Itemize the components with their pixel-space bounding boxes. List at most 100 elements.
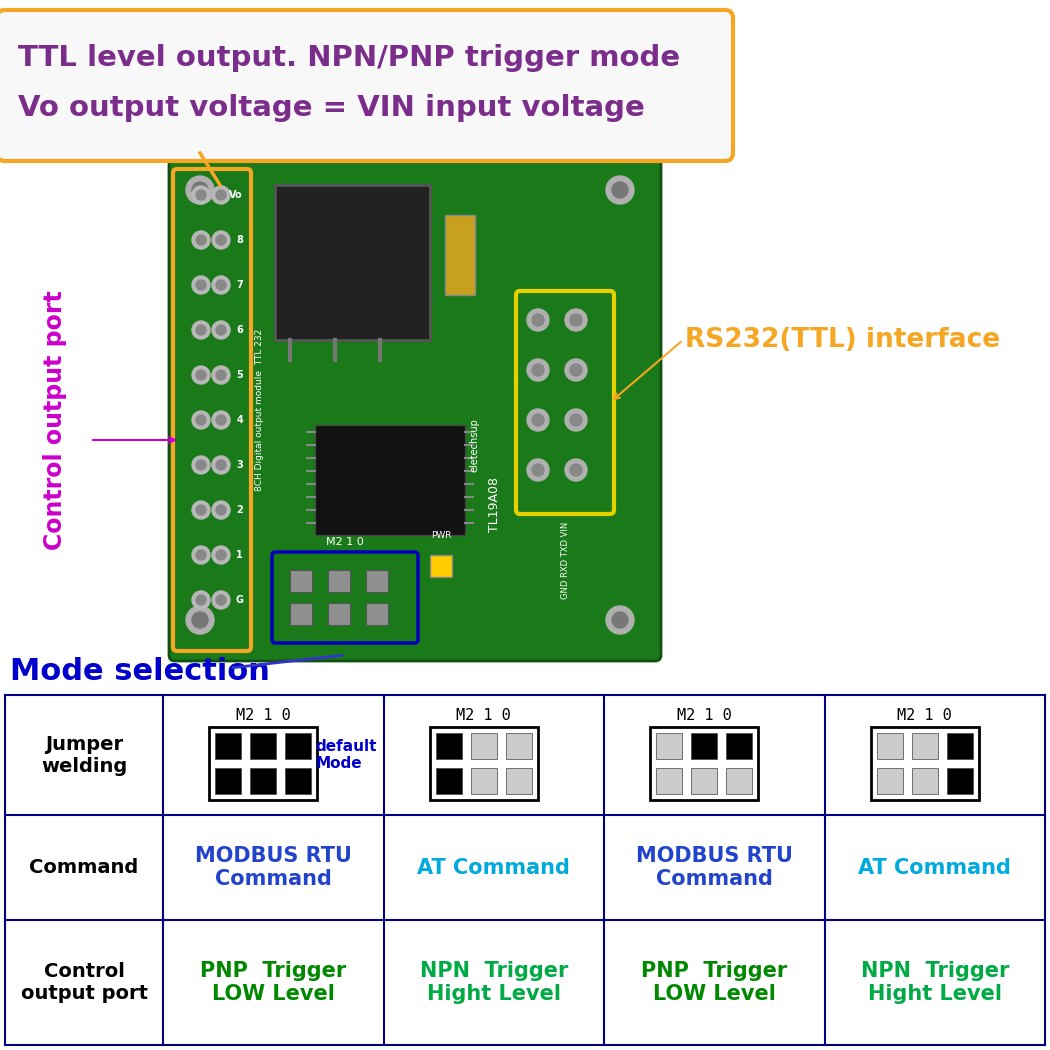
Bar <box>215 768 242 794</box>
Text: Vo output voltage = VIN input voltage: Vo output voltage = VIN input voltage <box>18 94 645 122</box>
Text: Control
output port: Control output port <box>21 962 148 1003</box>
Circle shape <box>192 456 210 474</box>
Text: 4: 4 <box>236 415 243 425</box>
Text: 8: 8 <box>236 235 243 245</box>
Text: Jumper
welding: Jumper welding <box>41 735 127 776</box>
Circle shape <box>532 414 544 426</box>
Text: AT Command: AT Command <box>858 858 1011 878</box>
Text: RS232(TTL) interface: RS232(TTL) interface <box>685 327 1000 353</box>
Bar <box>328 603 350 625</box>
Circle shape <box>565 309 587 331</box>
Circle shape <box>196 190 206 200</box>
Circle shape <box>216 505 226 514</box>
Bar <box>506 733 531 758</box>
Text: M2 1 0: M2 1 0 <box>898 708 952 722</box>
Circle shape <box>192 501 210 519</box>
Circle shape <box>196 326 206 335</box>
Circle shape <box>192 321 210 339</box>
Text: NPN  Trigger
Hight Level: NPN Trigger Hight Level <box>420 961 568 1004</box>
Text: NPN  Trigger
Hight Level: NPN Trigger Hight Level <box>861 961 1009 1004</box>
Text: TL19A08: TL19A08 <box>488 478 502 532</box>
Text: default
Mode: default Mode <box>315 739 377 771</box>
Bar <box>315 425 465 536</box>
Bar <box>727 768 752 794</box>
Circle shape <box>532 314 544 326</box>
Bar <box>870 727 979 799</box>
Circle shape <box>565 359 587 381</box>
FancyBboxPatch shape <box>0 10 733 161</box>
Circle shape <box>196 280 206 290</box>
Circle shape <box>212 321 230 339</box>
Text: AT Command: AT Command <box>417 858 570 878</box>
Bar <box>290 603 312 625</box>
Bar <box>650 727 758 799</box>
Bar <box>290 570 312 592</box>
Circle shape <box>192 612 208 628</box>
Text: PNP  Trigger
LOW Level: PNP Trigger LOW Level <box>201 961 346 1004</box>
Bar <box>366 570 388 592</box>
Circle shape <box>527 459 549 481</box>
Text: M2 1 0: M2 1 0 <box>457 708 511 722</box>
Bar <box>215 733 242 758</box>
Text: 2: 2 <box>236 505 243 514</box>
Bar <box>947 768 972 794</box>
Circle shape <box>565 410 587 430</box>
Bar <box>445 215 475 295</box>
Text: 1: 1 <box>236 550 243 560</box>
Bar <box>250 768 276 794</box>
Text: PWR: PWR <box>430 531 452 540</box>
Bar <box>430 555 452 578</box>
Circle shape <box>212 411 230 429</box>
Circle shape <box>186 606 214 634</box>
Bar <box>691 733 717 758</box>
Bar <box>470 768 497 794</box>
Circle shape <box>216 190 226 200</box>
Bar <box>250 733 276 758</box>
Bar <box>877 733 903 758</box>
Bar <box>5 695 1045 1045</box>
Circle shape <box>532 364 544 376</box>
Text: 7: 7 <box>236 280 243 290</box>
Bar <box>506 768 531 794</box>
Text: M2 1 0: M2 1 0 <box>327 537 364 547</box>
Circle shape <box>570 414 582 426</box>
Circle shape <box>527 359 549 381</box>
Circle shape <box>192 546 210 564</box>
Bar <box>656 768 682 794</box>
Circle shape <box>606 606 634 634</box>
Text: Mode selection: Mode selection <box>10 657 270 687</box>
Circle shape <box>212 276 230 294</box>
Bar <box>286 768 311 794</box>
Text: TTL level output. NPN/PNP trigger mode: TTL level output. NPN/PNP trigger mode <box>18 44 680 72</box>
Circle shape <box>192 231 210 249</box>
Text: 6: 6 <box>236 326 243 335</box>
Text: G: G <box>235 595 243 605</box>
Bar <box>286 733 311 758</box>
Bar <box>877 768 903 794</box>
Circle shape <box>606 176 634 204</box>
Text: 3: 3 <box>236 460 243 470</box>
Circle shape <box>196 595 206 605</box>
Bar <box>727 733 752 758</box>
Bar <box>911 768 938 794</box>
Circle shape <box>212 591 230 609</box>
Circle shape <box>196 415 206 425</box>
Bar <box>429 727 538 799</box>
Bar <box>656 733 682 758</box>
Circle shape <box>192 366 210 384</box>
Circle shape <box>212 456 230 474</box>
Circle shape <box>216 415 226 425</box>
Text: PNP  Trigger
LOW Level: PNP Trigger LOW Level <box>642 961 788 1004</box>
Circle shape <box>196 370 206 380</box>
Bar <box>911 733 938 758</box>
Circle shape <box>216 280 226 290</box>
Circle shape <box>212 186 230 204</box>
Circle shape <box>216 326 226 335</box>
Text: Command: Command <box>29 858 139 877</box>
Circle shape <box>212 501 230 519</box>
Text: eletechsup: eletechsup <box>470 418 480 471</box>
Bar <box>275 185 430 340</box>
Bar <box>470 733 497 758</box>
Circle shape <box>196 550 206 560</box>
Circle shape <box>196 505 206 514</box>
